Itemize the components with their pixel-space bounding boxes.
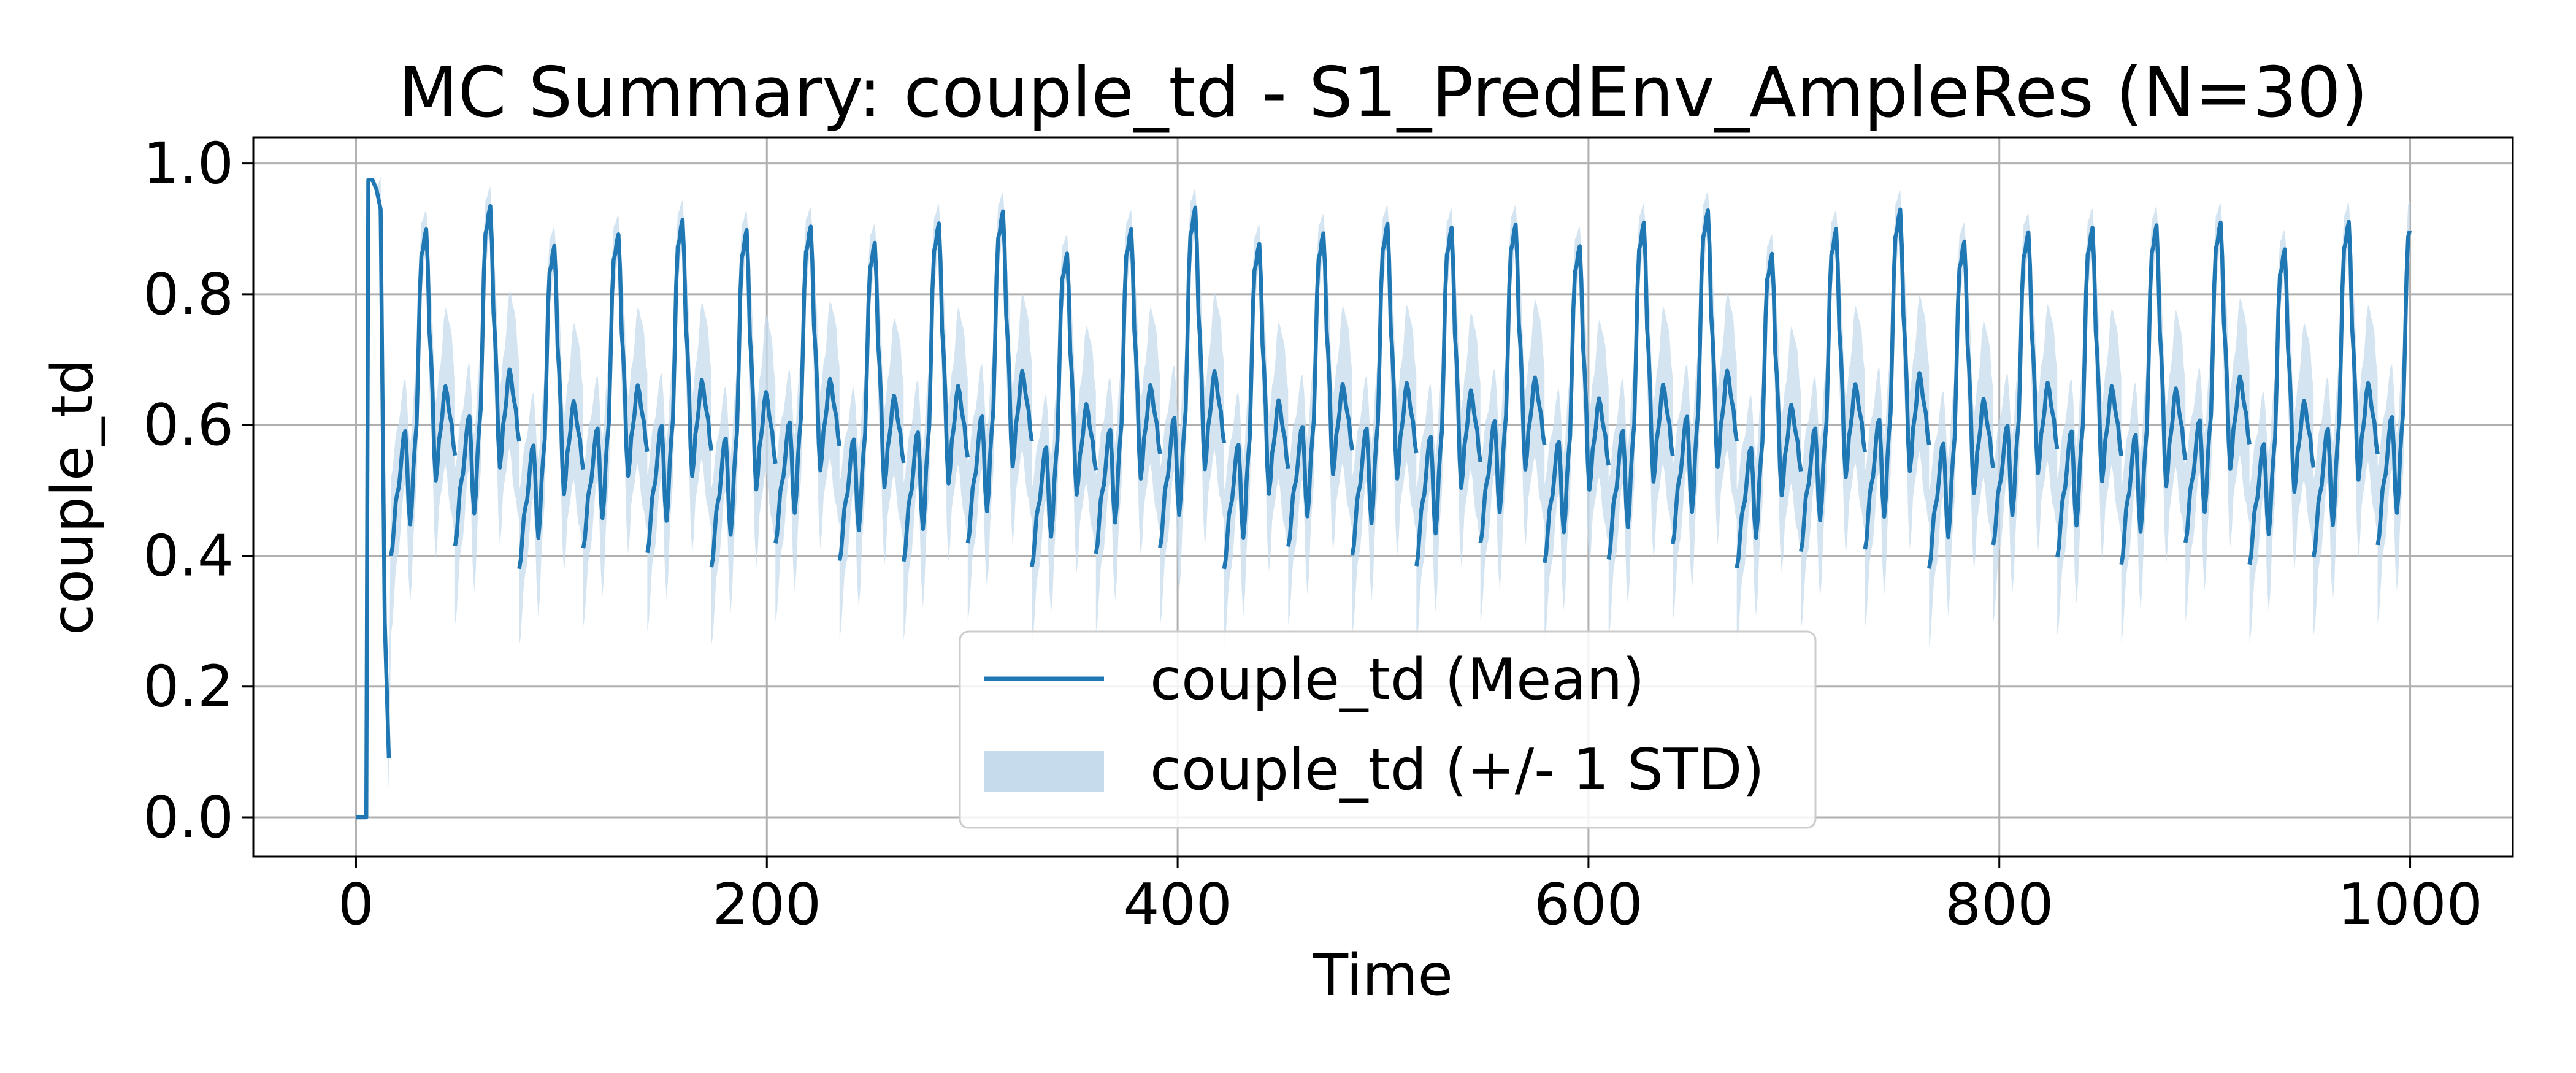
x-tick-label: 600 xyxy=(1534,871,1643,937)
legend-mean-label: couple_td (Mean) xyxy=(1150,646,1645,712)
x-tick-label: 400 xyxy=(1123,871,1232,937)
plot-frame xyxy=(252,136,2514,858)
y-tick-label: 0.4 xyxy=(143,522,234,589)
x-axis-label: Time xyxy=(1313,942,1453,1008)
x-tick-label: 1000 xyxy=(2337,871,2483,937)
x-tick-label: 800 xyxy=(1945,871,2054,937)
tick-layer: 0 200 400 600 800 1000 0.0 0.2 0.4 0.6 0.8 1.0 xyxy=(143,131,2483,937)
mean-line-layer xyxy=(356,178,2412,820)
y-tick-label: 0.2 xyxy=(143,654,234,720)
x-tick-label: 200 xyxy=(713,871,822,937)
legend-box xyxy=(959,630,1817,829)
y-axis-label: couple_td xyxy=(39,359,105,635)
y-tick-label: 0.8 xyxy=(143,261,234,327)
y-tick-label: 1.0 xyxy=(143,131,234,197)
chart-title: MC Summary: couple_td - S1_PredEnv_Ample… xyxy=(398,52,2368,133)
legend: couple_td (Mean) couple_td (+/- 1 STD) xyxy=(959,630,1817,829)
x-tick-label: 0 xyxy=(338,871,374,937)
mean-line xyxy=(356,178,2412,820)
legend-std-swatch xyxy=(984,751,1104,792)
legend-std-label: couple_td (+/- 1 STD) xyxy=(1150,736,1765,803)
y-tick-label: 0.6 xyxy=(143,392,234,458)
y-tick-label: 0.0 xyxy=(143,784,234,850)
